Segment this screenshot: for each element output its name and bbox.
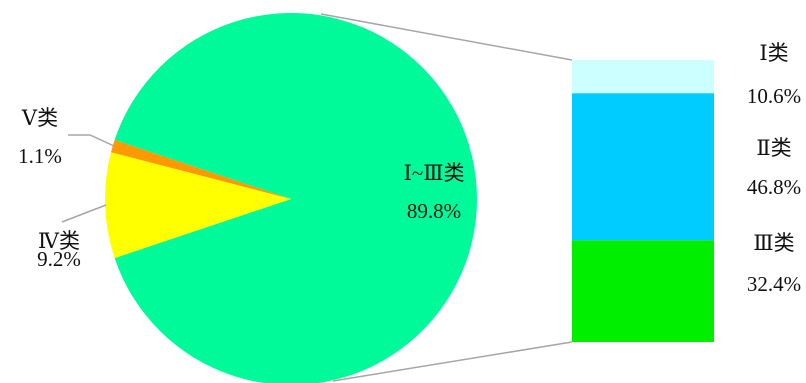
segment-ii [572, 93, 714, 241]
segment-value-ii: 46.8% [747, 175, 801, 199]
breakdown-bar [572, 60, 714, 342]
connector-bottom [332, 341, 573, 382]
segment-label-i: Ⅰ类 [759, 41, 788, 65]
slice-v [110, 139, 291, 199]
slice-value-i-iii: 89.8% [407, 199, 461, 223]
segment-value-i: 10.6% [747, 84, 801, 108]
slice-label-v: Ⅴ类 [21, 106, 58, 130]
segment-iii [572, 240, 714, 342]
slice-value-v: 1.1% [18, 144, 62, 168]
pie [104, 13, 477, 383]
slice-i-iii [114, 13, 477, 383]
slice-iv [104, 152, 291, 259]
leader-iv [61, 204, 107, 223]
slice-value-iv: 9.2% [37, 247, 81, 271]
segment-label-ii: Ⅱ类 [756, 136, 791, 160]
segment-value-iii: 32.4% [747, 272, 801, 296]
segment-label-iii: Ⅲ类 [753, 231, 794, 255]
slice-label-iv: Ⅳ类 [38, 229, 80, 253]
leader-lines [61, 134, 115, 223]
connector-top [320, 13, 573, 61]
slice-label-i-iii: Ⅰ~Ⅲ类 [404, 161, 465, 185]
segment-i [572, 60, 714, 94]
leader-v [68, 134, 115, 147]
connector-lines [320, 13, 573, 382]
